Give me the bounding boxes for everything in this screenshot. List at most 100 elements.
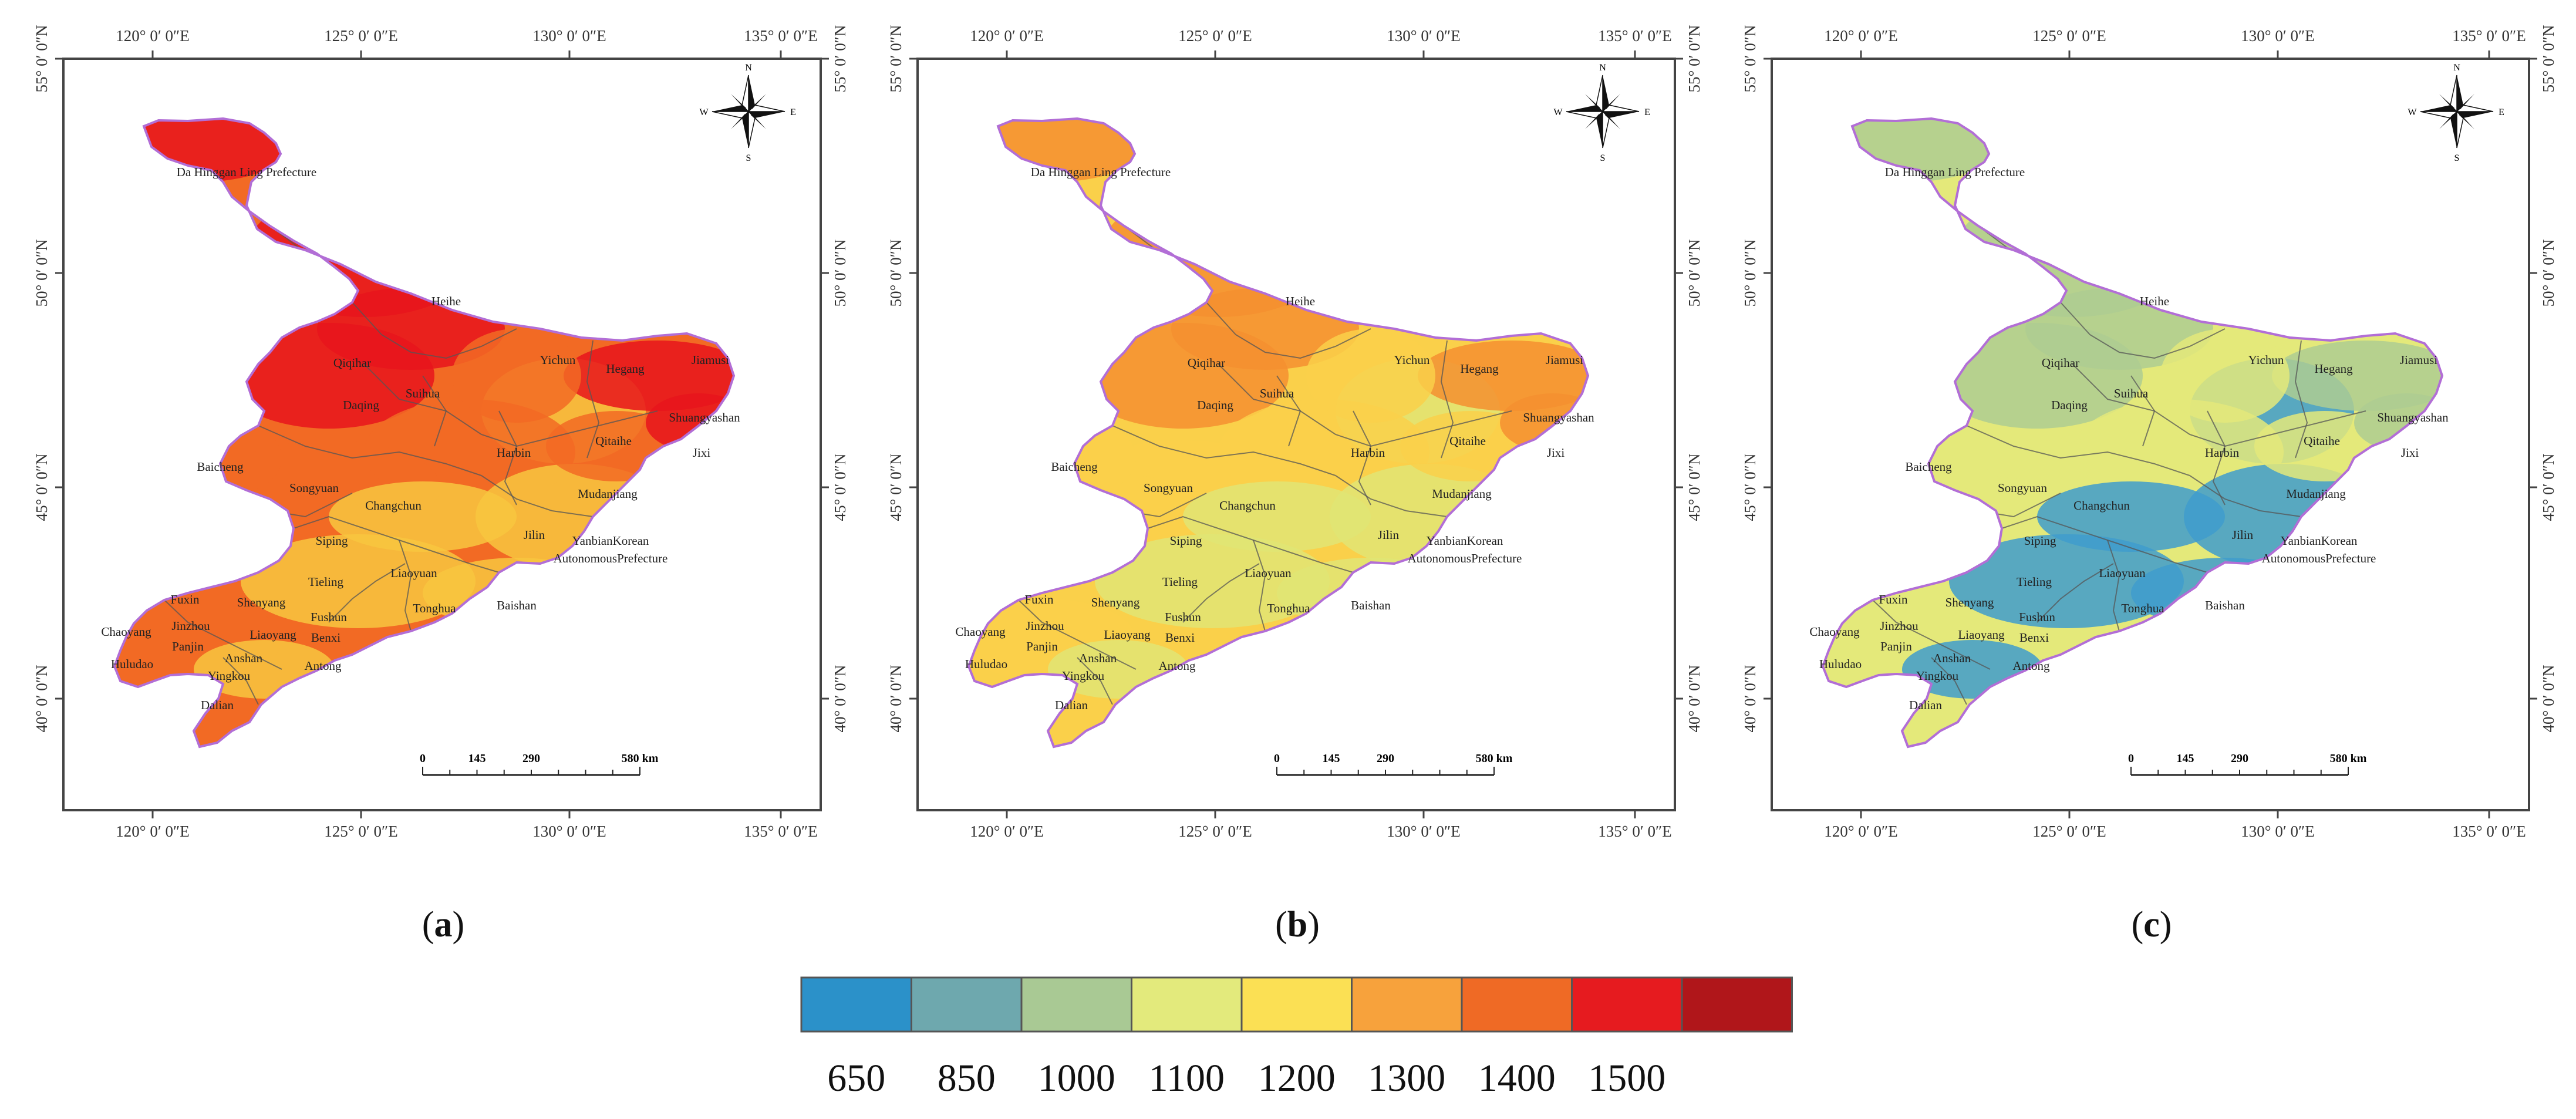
city-label: Panjin — [172, 639, 204, 653]
lat-label-4-left: 40° 0′ 0″N — [887, 665, 905, 733]
admin-boundary — [1206, 302, 1371, 359]
admin-boundary — [2072, 363, 2366, 447]
admin-boundary — [1124, 225, 1213, 291]
lat-label-3-left: 45° 0′ 0″N — [1741, 454, 1759, 521]
city-label: YanbianKorean — [1427, 534, 1503, 548]
lat-label-4-right: 40° 0′ 0″N — [1685, 665, 1703, 733]
admin-boundary — [222, 657, 259, 705]
lat-label-2-right: 50° 0′ 0″N — [1685, 240, 1703, 307]
lon-label-4-top: 135° 0′ 0″E — [2452, 27, 2526, 45]
compass-n: N — [745, 63, 752, 73]
city-label: Jinzhou — [171, 619, 210, 633]
north-arrow-icon: N S E W — [1553, 63, 1650, 163]
city-label: Da Hinggan Ling Prefecture — [1031, 165, 1171, 179]
compass-w: W — [1553, 107, 1563, 117]
panel-caption-a: (a) — [422, 905, 464, 945]
north-arrow-icon: N S E W — [699, 63, 795, 163]
admin-boundary — [2060, 302, 2226, 359]
lat-label-1-right: 55° 0′ 0″N — [1685, 25, 1703, 93]
city-label: Huludao — [965, 657, 1007, 671]
compass-s: S — [746, 153, 751, 163]
admin-boundary — [1218, 363, 1512, 447]
city-label: Huludao — [111, 657, 153, 671]
city-label: Suihua — [406, 386, 440, 400]
lon-label-4-top: 135° 0′ 0″E — [1598, 27, 1671, 45]
scale-tick-label: 0 — [1274, 752, 1280, 765]
lon-label-2-bottom: 125° 0′ 0″E — [1178, 823, 1252, 840]
raster-patch — [2037, 481, 2225, 552]
scale-tick-label: 145 — [2177, 752, 2194, 765]
admin-boundary — [1018, 599, 1137, 670]
city-label: Tieling — [1162, 575, 1198, 589]
scale-bar: 0 145 290 580 km — [420, 752, 659, 776]
city-label: Panjin — [1026, 639, 1058, 653]
raster-patch — [1949, 534, 2184, 628]
city-label: Shuangyashan — [669, 410, 740, 424]
lon-label-3-top: 130° 0′ 0″E — [1387, 27, 1460, 45]
compass-w: W — [699, 107, 709, 117]
city-label: Siping — [2024, 534, 2056, 548]
city-label: Hegang — [606, 362, 645, 376]
scale-bar: 0 145 290 580 km — [1274, 752, 1513, 776]
legend-swatch — [1131, 976, 1243, 1033]
scale-tick-label: 0 — [2128, 752, 2134, 765]
map-frame-c — [1771, 58, 2530, 811]
city-label: Fushun — [311, 610, 347, 624]
city-label: Jixi — [1547, 446, 1565, 460]
city-label: Suihua — [1260, 386, 1294, 400]
city-label: Baicheng — [1905, 460, 1952, 474]
legend-swatch — [1240, 976, 1353, 1033]
lat-label-2-left: 50° 0′ 0″N — [1741, 240, 1759, 307]
scale-tick-label: 145 — [1323, 752, 1340, 765]
legend-swatch — [911, 976, 1023, 1033]
scale-tick-label: 290 — [2231, 752, 2248, 765]
city-label: Yingkou — [208, 669, 251, 683]
legend-swatch — [1461, 976, 1573, 1033]
map-frame-a — [62, 58, 822, 811]
scale-tick-label: 580 km — [1476, 752, 1513, 765]
city-label: Yichun — [2248, 353, 2284, 367]
city-label: Harbin — [1351, 446, 1385, 460]
lon-label-4-top: 135° 0′ 0″E — [744, 27, 817, 45]
city-label: Heihe — [431, 294, 461, 308]
lat-label-1-left: 55° 0′ 0″N — [33, 25, 50, 93]
compass-n: N — [1599, 63, 1606, 73]
city-label: Jixi — [693, 446, 711, 460]
city-label: Anshan — [1079, 651, 1117, 665]
north-arrow-icon: N S E W — [2408, 63, 2504, 163]
city-label: Tonghua — [1267, 601, 1310, 615]
lat-label-4-left: 40° 0′ 0″N — [1741, 665, 1759, 733]
city-label: YanbianKorean — [572, 534, 649, 548]
scale-tick-label: 290 — [522, 752, 540, 765]
lat-label-3-right: 45° 0′ 0″N — [2540, 454, 2557, 521]
lon-label-1-bottom: 120° 0′ 0″E — [116, 823, 189, 840]
scale-bar: 0 145 290 580 km — [2128, 752, 2367, 776]
scale-tick-label: 145 — [468, 752, 486, 765]
city-label: Songyuan — [1144, 481, 1193, 495]
lat-label-3-left: 45° 0′ 0″N — [887, 454, 905, 521]
lon-label-2-bottom: 125° 0′ 0″E — [2032, 823, 2106, 840]
lon-label-2-top: 125° 0′ 0″E — [324, 27, 397, 45]
city-label: Jilin — [524, 528, 545, 542]
admin-boundary — [1966, 425, 2190, 476]
city-label: Changchun — [365, 498, 422, 513]
admin-boundary — [2207, 410, 2226, 505]
city-label: Daqing — [2051, 398, 2088, 412]
lon-label-3-bottom: 130° 0′ 0″E — [532, 823, 606, 840]
raster-patch — [241, 534, 476, 628]
lat-label-2-right: 50° 0′ 0″N — [831, 240, 849, 307]
city-label: Shenyang — [237, 595, 286, 609]
city-label: Harbin — [2205, 446, 2240, 460]
city-label: Benxi — [1165, 631, 1195, 645]
lon-label-3-bottom: 130° 0′ 0″E — [2241, 823, 2314, 840]
admin-boundary — [258, 425, 482, 476]
city-label: Daqing — [343, 398, 379, 412]
city-label: Tieling — [2017, 575, 2052, 589]
city-label: Qitaihe — [1449, 434, 1486, 448]
lon-label-1-bottom: 120° 0′ 0″E — [1824, 823, 1897, 840]
city-label: Jilin — [1378, 528, 1400, 542]
admin-boundary — [2189, 475, 2302, 517]
color-legend: 650 850 1000 1100 1200 1300 1400 1500 — [800, 976, 1793, 1100]
city-label: Fuxin — [1024, 592, 1054, 606]
city-label: Da Hinggan Ling Prefecture — [177, 165, 317, 179]
